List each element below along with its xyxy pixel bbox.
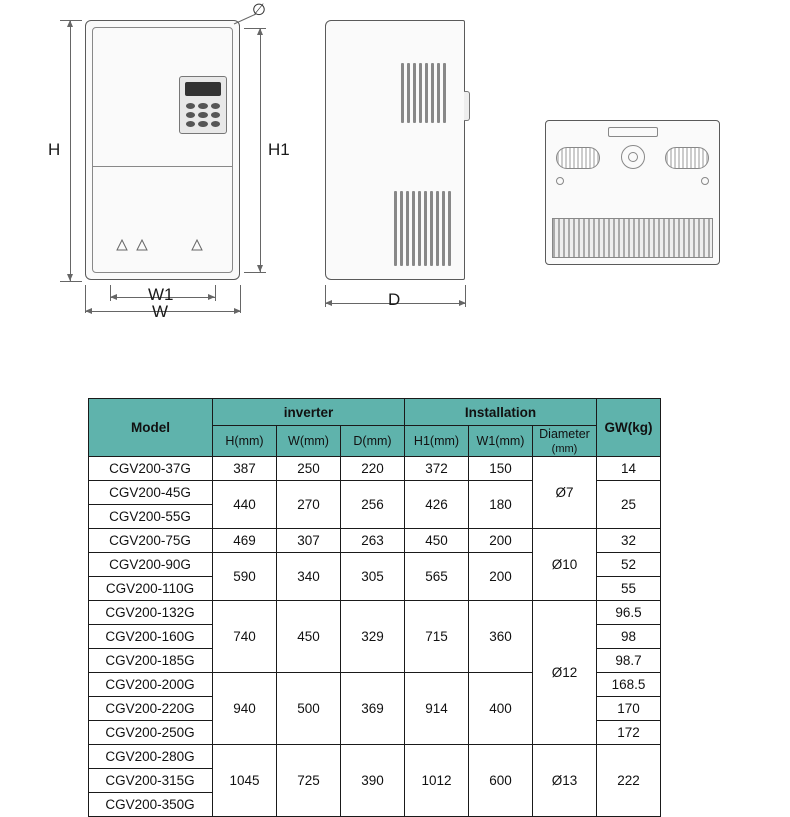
side-enclosure xyxy=(325,20,465,280)
keypad xyxy=(179,76,227,134)
col-inverter: inverter xyxy=(213,399,405,426)
col-h: H(mm) xyxy=(213,426,277,457)
table-header: Model inverter Installation GW(kg) H(mm)… xyxy=(89,399,661,457)
col-d: D(mm) xyxy=(341,426,405,457)
col-gw: GW(kg) xyxy=(597,399,661,457)
label-d: D xyxy=(388,290,400,310)
spec-table-container: Model inverter Installation GW(kg) H(mm)… xyxy=(88,398,661,817)
label-h1: H1 xyxy=(268,140,290,160)
side-view xyxy=(325,20,465,280)
front-view xyxy=(85,20,240,280)
front-enclosure xyxy=(85,20,240,280)
top-enclosure xyxy=(545,120,720,265)
spec-table: Model inverter Installation GW(kg) H(mm)… xyxy=(88,398,661,817)
table-row: CGV200-37G 387 250 220 372 150 Ø7 14 xyxy=(89,457,661,481)
table-row: CGV200-280G 1045 725 390 1012 600 Ø13 22… xyxy=(89,745,661,769)
top-view xyxy=(545,120,720,265)
col-model: Model xyxy=(89,399,213,457)
col-w1: W1(mm) xyxy=(469,426,533,457)
col-dia: Diameter(mm) xyxy=(533,426,597,457)
table-row: CGV200-75G 469 307 263 450 200 Ø10 32 xyxy=(89,529,661,553)
dimension-diagrams: H H1 W1 W ∅ D xyxy=(0,0,790,360)
col-h1: H1(mm) xyxy=(405,426,469,457)
table-row: CGV200-132G 740 450 329 715 360 Ø12 96.5 xyxy=(89,601,661,625)
label-h: H xyxy=(48,140,60,160)
col-installation: Installation xyxy=(405,399,597,426)
col-w: W(mm) xyxy=(277,426,341,457)
label-w: W xyxy=(152,302,168,322)
table-body: CGV200-37G 387 250 220 372 150 Ø7 14 CGV… xyxy=(89,457,661,817)
